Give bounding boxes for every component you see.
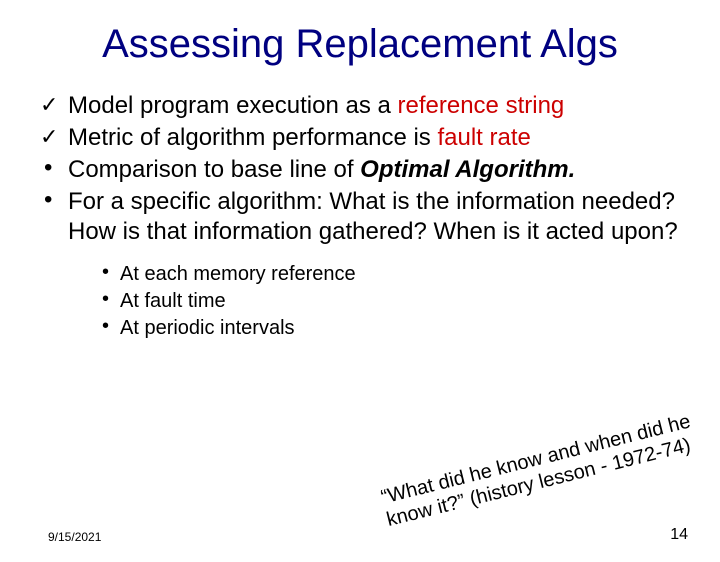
bullet-text: Metric of algorithm performance is (68, 124, 437, 151)
rotated-quote: “What did he know and when did he know i… (379, 410, 701, 532)
footer-date: 9/15/2021 (48, 530, 101, 544)
sub-bullet-list: At each memory reference At fault time A… (0, 261, 720, 342)
sub-bullet-item: At periodic intervals (100, 315, 720, 342)
sub-bullet-text: At periodic intervals (120, 317, 295, 339)
bullet-highlight: fault rate (437, 124, 530, 151)
bullet-item: Comparison to base line of Optimal Algor… (40, 155, 680, 185)
bullet-item: Metric of algorithm performance is fault… (40, 123, 680, 153)
sub-bullet-item: At fault time (100, 288, 720, 315)
bullet-item: For a specific algorithm: What is the in… (40, 187, 680, 247)
bullet-text: Model program execution as a (68, 92, 398, 119)
sub-bullet-text: At fault time (120, 290, 226, 312)
slide-title: Assessing Replacement Algs (0, 22, 720, 67)
main-bullet-list: Model program execution as a reference s… (0, 91, 720, 247)
bullet-highlight: reference string (398, 92, 565, 119)
sub-bullet-item: At each memory reference (100, 261, 720, 288)
bullet-emphasis: Optimal Algorithm. (360, 156, 575, 183)
bullet-item: Model program execution as a reference s… (40, 91, 680, 121)
bullet-text: For a specific algorithm: What is the in… (68, 188, 678, 245)
footer-page-number: 14 (670, 526, 688, 544)
bullet-text: Comparison to base line of (68, 156, 360, 183)
sub-bullet-text: At each memory reference (120, 263, 356, 285)
